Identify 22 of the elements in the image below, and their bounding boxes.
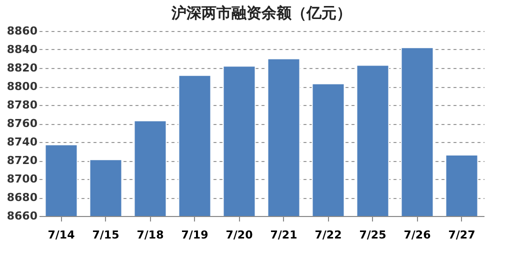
y-tick-label: 8680 bbox=[6, 191, 38, 204]
y-tick-label: 8840 bbox=[6, 43, 38, 56]
y-tick-label: 8740 bbox=[6, 136, 38, 148]
y-tick-label: 8820 bbox=[6, 62, 38, 74]
x-tick-label: 7/26 bbox=[404, 228, 432, 242]
x-tick-label: 7/27 bbox=[448, 228, 476, 242]
y-tick-label: 8800 bbox=[6, 80, 38, 93]
y-tick-label: 8660 bbox=[6, 210, 38, 222]
y-tick-label: 8720 bbox=[6, 154, 38, 167]
y-tick-label: 8760 bbox=[6, 117, 38, 130]
x-tick-label: 7/18 bbox=[136, 228, 164, 242]
y-tick-label: 8860 bbox=[6, 24, 38, 38]
x-tick-label: 7/14 bbox=[48, 228, 76, 242]
x-tick-label: 7/25 bbox=[359, 228, 386, 242]
y-tick-label: 8780 bbox=[6, 98, 38, 112]
x-tick-label: 7/20 bbox=[226, 228, 254, 242]
y-tick-label: 8700 bbox=[6, 172, 38, 186]
chart-title: 沪深两市融资余额（亿元） bbox=[170, 4, 352, 22]
x-tick-label: 7/21 bbox=[270, 228, 298, 242]
x-tick-label: 7/19 bbox=[181, 228, 208, 242]
x-tick-label: 7/15 bbox=[92, 228, 120, 242]
x-tick-label: 7/22 bbox=[314, 228, 342, 242]
